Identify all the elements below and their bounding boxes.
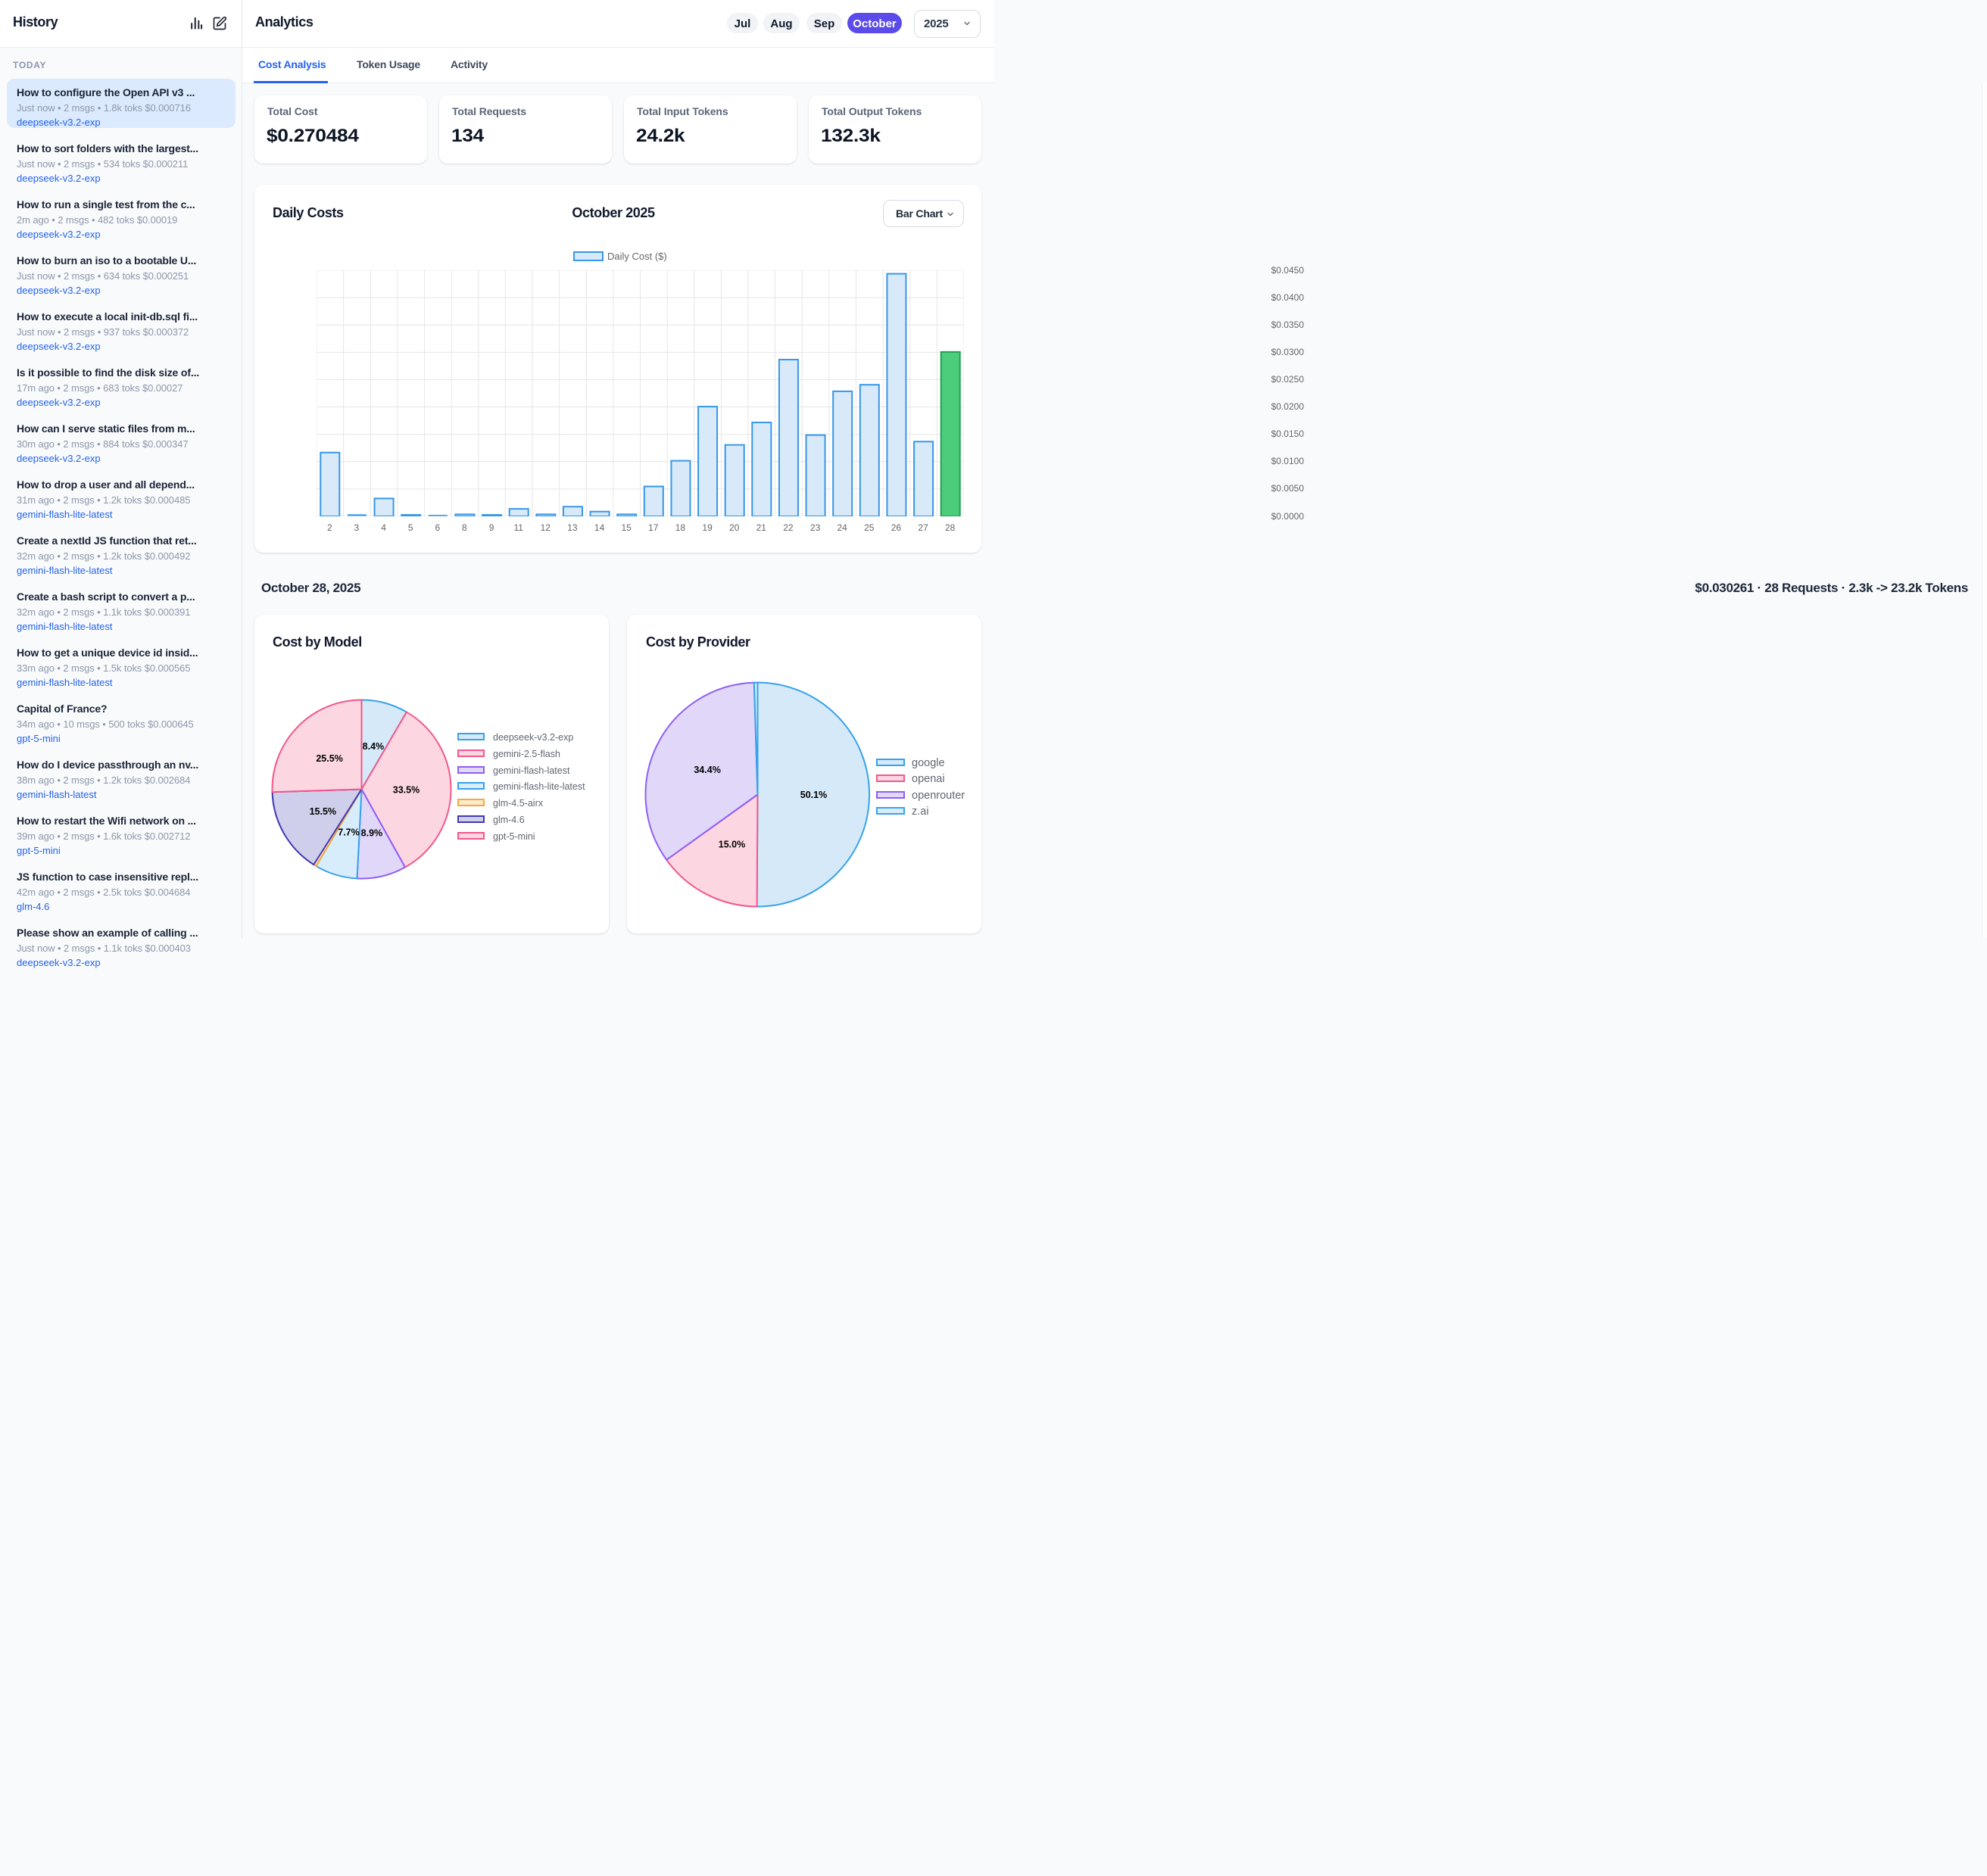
svg-text:50.1%: 50.1% [800,790,826,800]
svg-text:25.5%: 25.5% [316,753,342,764]
svg-text:8.4%: 8.4% [363,741,385,752]
svg-text:15.0%: 15.0% [718,839,744,849]
svg-text:34.4%: 34.4% [694,765,720,775]
svg-text:8.9%: 8.9% [361,827,383,838]
svg-text:15.5%: 15.5% [310,806,336,817]
svg-text:33.5%: 33.5% [393,784,420,795]
svg-text:7.7%: 7.7% [338,827,360,837]
